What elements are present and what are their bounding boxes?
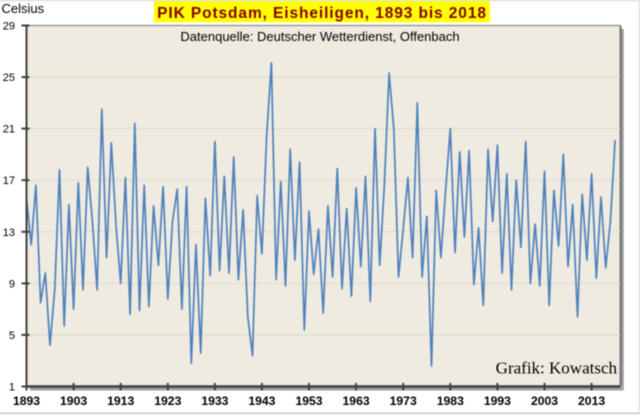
svg-text:1983: 1983 [437, 394, 464, 408]
svg-text:1903: 1903 [60, 394, 87, 408]
svg-text:Celsius: Celsius [2, 1, 45, 16]
svg-text:29: 29 [3, 21, 15, 33]
svg-text:17: 17 [3, 175, 15, 187]
svg-text:PIK Potsdam, Eisheiligen, 1893: PIK Potsdam, Eisheiligen, 1893 bis 2018 [157, 5, 487, 22]
svg-text:1913: 1913 [107, 394, 134, 408]
svg-text:Datenquelle: Deutscher Wetterd: Datenquelle: Deutscher Wetterdienst, Off… [180, 29, 459, 44]
svg-text:1953: 1953 [295, 394, 322, 408]
svg-text:1923: 1923 [154, 394, 181, 408]
svg-text:2003: 2003 [531, 394, 558, 408]
svg-text:2013: 2013 [578, 394, 605, 408]
svg-text:1943: 1943 [248, 394, 275, 408]
svg-text:1993: 1993 [484, 394, 511, 408]
svg-text:Grafik: Kowatsch: Grafik: Kowatsch [496, 359, 618, 378]
svg-text:9: 9 [9, 278, 15, 290]
svg-text:1: 1 [9, 382, 15, 394]
svg-text:1973: 1973 [390, 394, 417, 408]
svg-text:1893: 1893 [13, 394, 40, 408]
svg-text:21: 21 [3, 124, 15, 136]
svg-text:25: 25 [3, 72, 15, 84]
svg-text:1933: 1933 [201, 394, 228, 408]
svg-text:5: 5 [9, 330, 15, 342]
svg-text:1963: 1963 [343, 394, 370, 408]
svg-text:13: 13 [3, 227, 15, 239]
